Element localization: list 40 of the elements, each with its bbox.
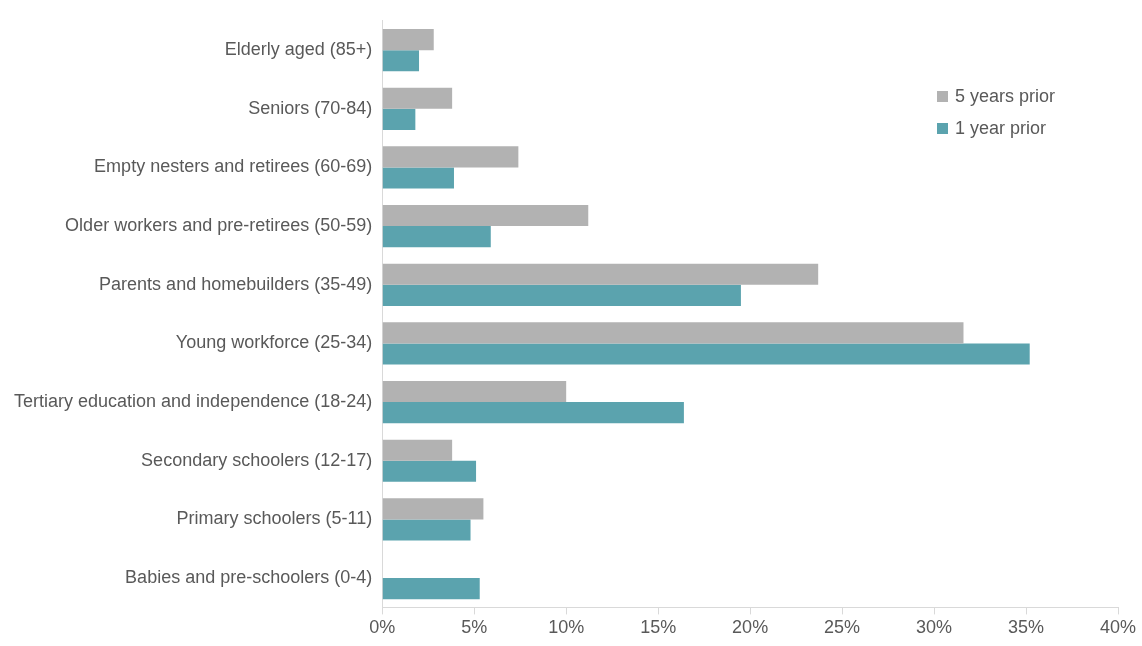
y-tick-label: Seniors (70-84) [248,97,373,118]
y-tick-label: Elderly aged (85+) [224,39,373,60]
y-tick-label: Young workforce (25-34) [175,332,373,353]
legend-label: 5 years prior [955,85,1056,107]
bar [382,263,819,285]
bar [382,146,519,168]
bar [382,578,480,600]
bar [382,380,567,403]
x-tick-label: 40% [1099,617,1137,638]
bar [382,439,453,461]
x-tick-label: 15% [640,617,677,638]
y-tick-label: Older workers and pre-retirees (50-59) [65,215,373,236]
bar [382,29,434,51]
bar [382,204,589,227]
bar [382,343,1030,365]
bar [382,498,484,520]
x-tick-label: 35% [1008,617,1045,638]
y-tick-label: Babies and pre-schoolers (0-4) [125,567,373,588]
x-tick-label: 5% [461,617,488,638]
bar [382,519,471,541]
bar [382,87,453,109]
x-tick-label: 10% [548,617,585,638]
bar [382,284,741,306]
bar [382,108,416,130]
y-tick-label: Empty nesters and retirees (60-69) [94,156,373,177]
y-tick-label: Secondary schoolers (12-17) [141,449,373,470]
legend-label: 1 year prior [955,117,1047,139]
bar [382,402,684,424]
bar [382,226,491,248]
bar [382,50,420,72]
bar [382,167,454,189]
x-tick-label: 20% [732,617,769,638]
x-tick-label: 25% [824,617,861,638]
y-tick-label: Tertiary education and independence (18-24) [13,391,373,412]
bar [382,460,477,482]
y-tick-label: Parents and homebuilders (35-49) [99,273,373,294]
bar [382,322,964,344]
x-tick-label: 0% [369,617,396,638]
x-tick-label: 30% [916,617,953,638]
y-tick-label: Primary schoolers (5-11) [176,508,373,529]
